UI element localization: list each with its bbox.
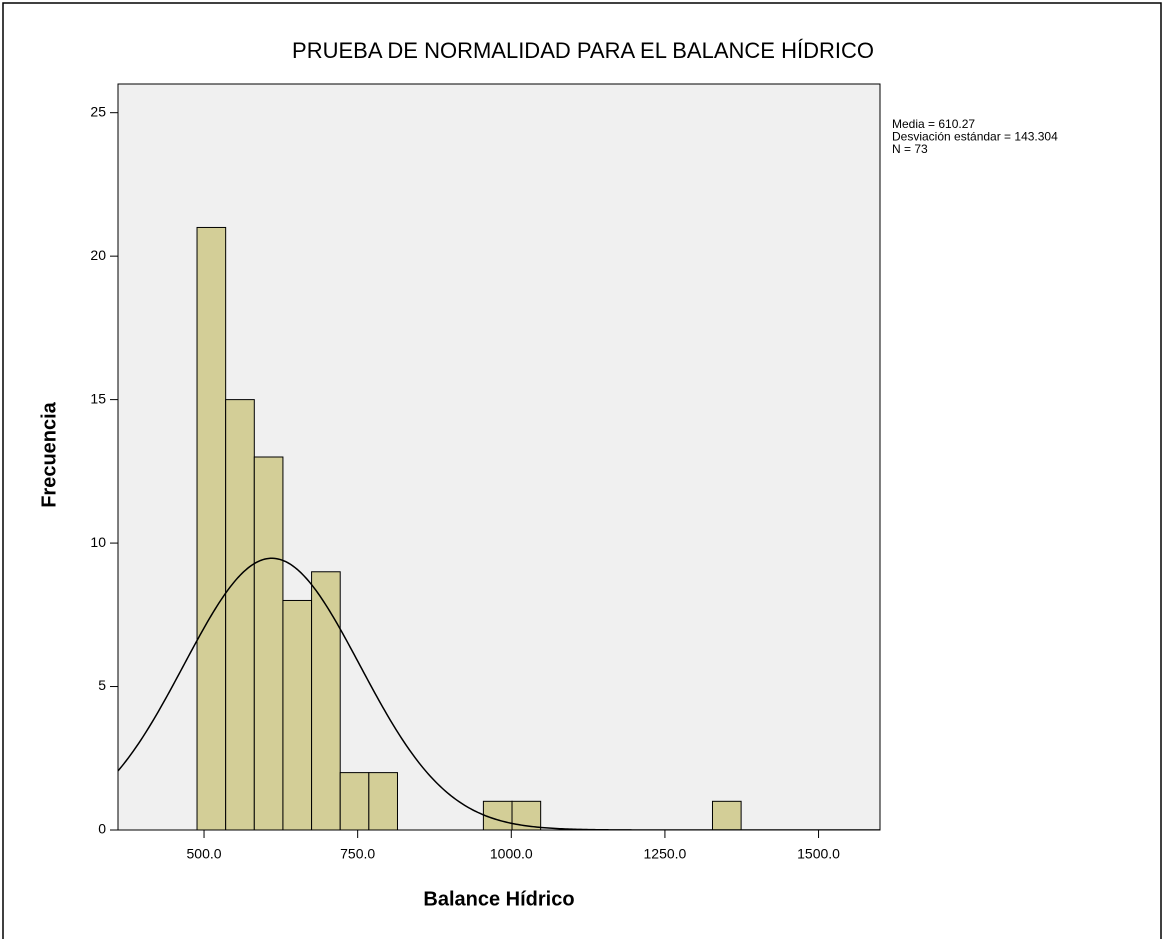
y-tick-label: 10 bbox=[90, 534, 106, 550]
plot-border bbox=[117, 83, 881, 831]
x-tick-label: 750.0 bbox=[340, 846, 375, 862]
bar bbox=[339, 772, 370, 831]
y-tick-label: 0 bbox=[98, 821, 106, 837]
y-tick-label: 25 bbox=[90, 103, 106, 119]
bar bbox=[225, 399, 255, 831]
bar bbox=[282, 599, 313, 831]
bar bbox=[368, 772, 398, 831]
annotation: Desviación estándar = 143.304 bbox=[892, 130, 1058, 144]
x-tick-label: 1000.0 bbox=[490, 846, 533, 862]
y-tick-label: 15 bbox=[90, 390, 106, 406]
x-tick-label: 1250.0 bbox=[644, 846, 687, 862]
annotation: N = 73 bbox=[892, 142, 928, 156]
x-tick-label: 1500.0 bbox=[797, 846, 840, 862]
x-axis-label: Balance Hídrico bbox=[423, 888, 574, 910]
bar bbox=[253, 456, 284, 831]
bar bbox=[311, 571, 341, 831]
bar bbox=[196, 226, 227, 831]
y-tick-label: 5 bbox=[98, 677, 106, 693]
annotation: Media = 610.27 bbox=[892, 117, 975, 131]
y-tick-label: 20 bbox=[90, 247, 106, 263]
chart-title: PRUEBA DE NORMALIDAD PARA EL BALANCE HÍD… bbox=[292, 38, 874, 63]
x-tick-label: 500.0 bbox=[187, 846, 222, 862]
y-axis-label: Frecuencia bbox=[38, 401, 60, 507]
bar bbox=[711, 800, 742, 831]
bar bbox=[482, 800, 513, 831]
normal-curve bbox=[118, 557, 880, 830]
